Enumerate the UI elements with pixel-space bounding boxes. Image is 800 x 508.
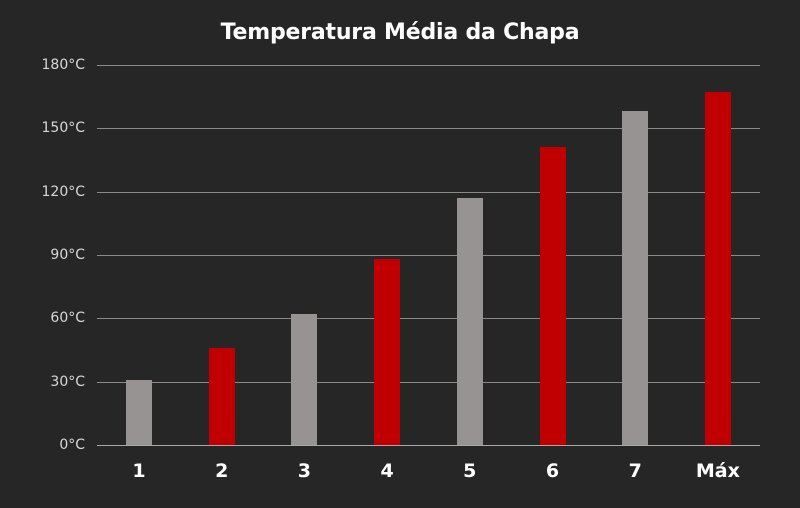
bar xyxy=(704,92,731,445)
gridline xyxy=(97,65,760,66)
gridline xyxy=(97,382,760,383)
x-tick-label: Máx xyxy=(695,460,740,482)
bar xyxy=(291,314,318,445)
y-tick-label: 120°C xyxy=(41,183,86,200)
bar xyxy=(126,379,152,445)
gridline xyxy=(97,128,760,129)
bar xyxy=(208,347,235,445)
x-tick-label: 3 xyxy=(297,460,311,482)
x-tick-label: 1 xyxy=(132,460,146,482)
y-tick-label: 150°C xyxy=(41,120,86,137)
y-tick-label: 90°C xyxy=(50,247,85,263)
x-tick-label: 7 xyxy=(628,460,642,482)
plot-area xyxy=(97,0,760,508)
x-tick-label: 4 xyxy=(380,460,394,482)
x-tick-label: 6 xyxy=(545,460,560,482)
gridline xyxy=(97,192,760,193)
y-tick-label: 180°C xyxy=(41,57,86,73)
bar xyxy=(539,147,566,445)
y-tick-label: 60°C xyxy=(50,310,85,327)
gridline xyxy=(97,255,760,256)
bar xyxy=(374,259,401,445)
gridline xyxy=(97,445,760,446)
y-tick-label: 30°C xyxy=(50,373,85,390)
gridline xyxy=(97,318,760,319)
x-tick-label: 5 xyxy=(463,460,477,482)
chart-title: Temperatura Média da Chapa xyxy=(220,20,580,45)
bar xyxy=(456,198,483,445)
bar xyxy=(622,111,649,445)
x-tick-label: 2 xyxy=(215,460,229,482)
y-tick-label: 0°C xyxy=(59,437,85,453)
